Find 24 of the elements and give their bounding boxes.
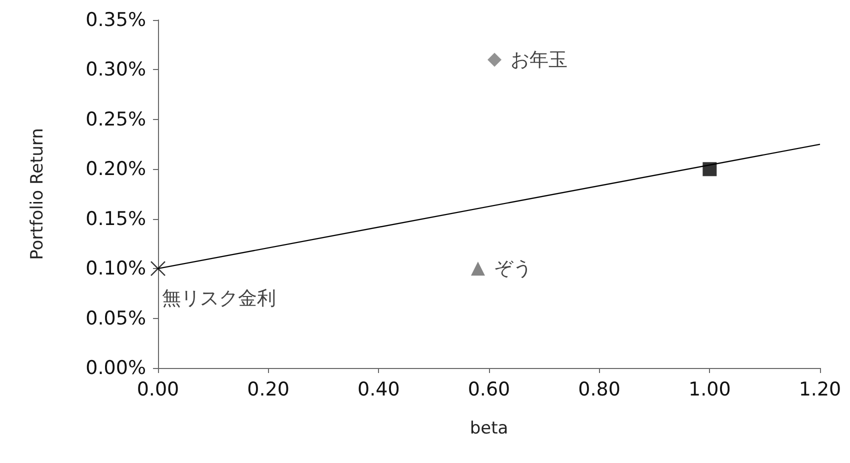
x-tick-label: 0.60 [468,378,510,400]
y-axis-title: Portfolio Return [28,128,48,260]
y-tick-label: 0.30% [86,58,146,81]
y-tick-label: 0.15% [86,208,146,230]
point [488,52,502,67]
y-tick-label: 0.05% [86,307,146,330]
series-label: お年玉 [510,48,568,71]
x-axis-title: beta [470,418,508,438]
x-tick-label: 0.80 [578,378,620,400]
x-tick-label: 1.20 [798,378,842,400]
point [470,262,485,276]
x-tick-label: 0.00 [136,378,180,400]
y-tick-label: 0.20% [86,158,146,180]
series-label: ぞう [494,258,532,280]
y-tick-label: 0.25% [86,108,146,130]
series-label: 無リスク金利 [162,288,276,310]
y-tick-label: 0.00% [86,357,146,379]
y-tick-label: 0.10% [86,258,146,280]
point [702,162,717,176]
point [150,260,166,276]
x-tick-label: 0.40 [358,378,400,400]
y-tick-label: 0.35% [86,9,146,31]
x-tick-label: 0.20 [247,378,290,400]
x-tick-label: 1.00 [688,378,731,400]
